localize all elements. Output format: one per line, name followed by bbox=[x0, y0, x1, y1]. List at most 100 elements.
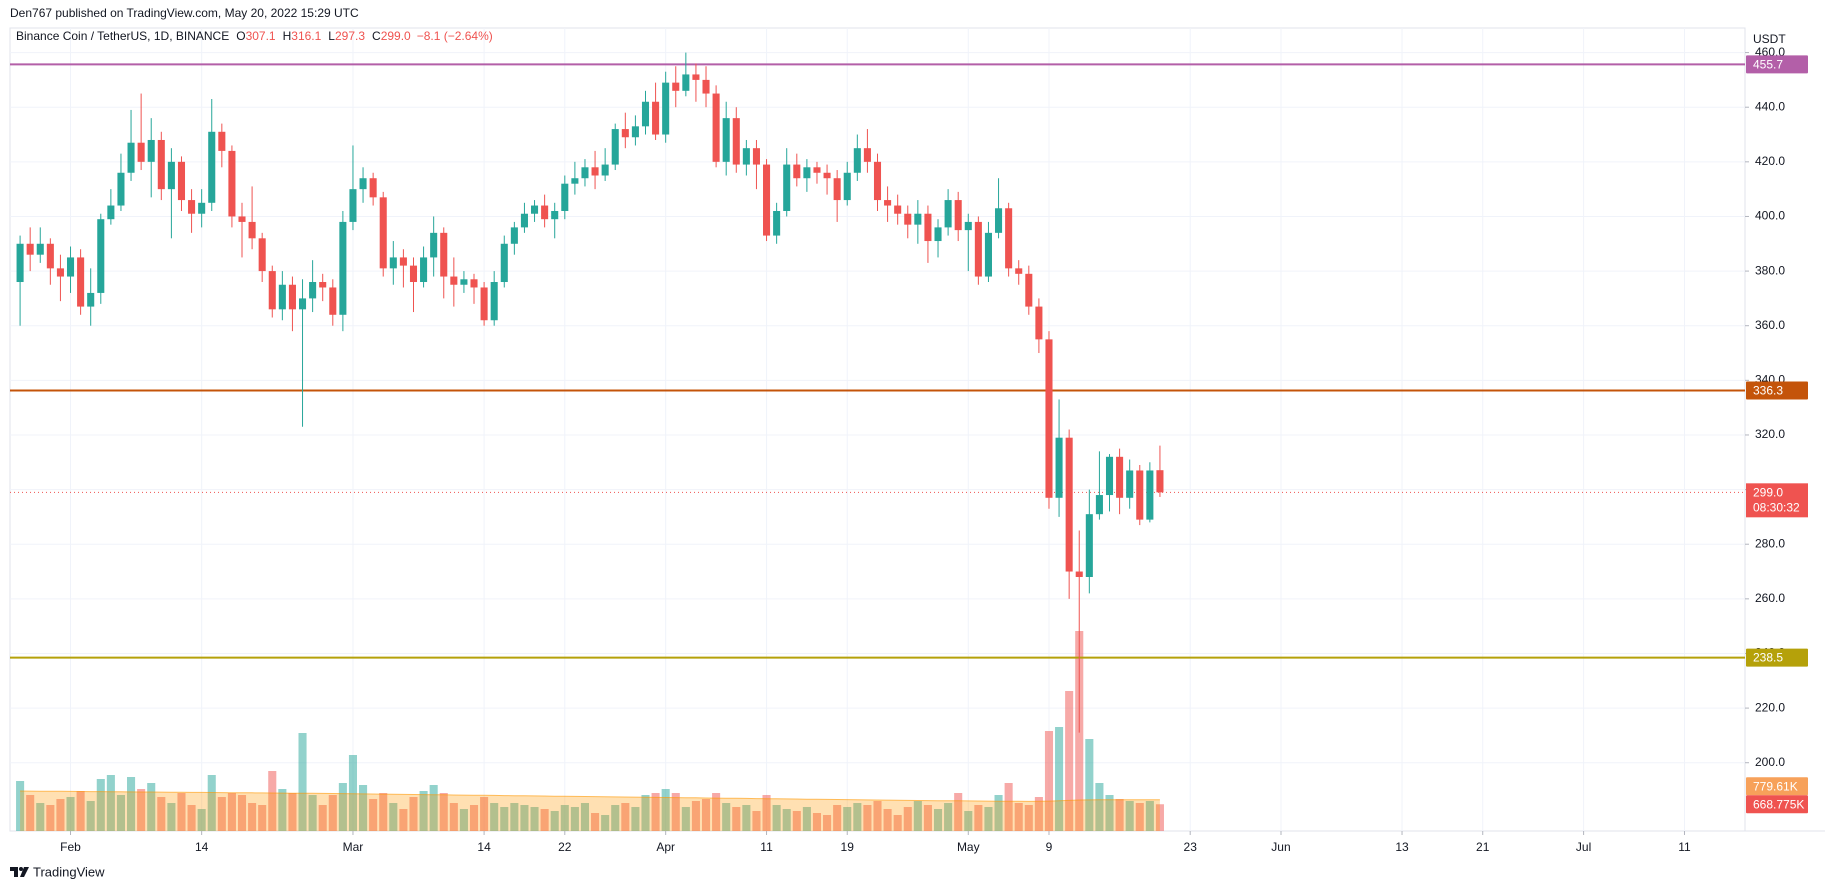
volume-bar bbox=[732, 807, 741, 831]
candle-body bbox=[157, 139, 165, 190]
volume-bar bbox=[964, 811, 973, 831]
candle-body bbox=[662, 82, 670, 135]
candle-body bbox=[551, 210, 559, 220]
volume-bar bbox=[540, 809, 549, 831]
candle-body bbox=[1146, 470, 1154, 520]
candle-body bbox=[409, 265, 418, 283]
candle-body bbox=[127, 142, 135, 173]
volume-bar bbox=[399, 809, 408, 831]
candle-body bbox=[954, 200, 962, 231]
candle-body bbox=[1105, 456, 1114, 496]
candle-body bbox=[712, 93, 720, 162]
volume-bar bbox=[974, 805, 983, 831]
candle-body bbox=[773, 210, 781, 236]
candle-body bbox=[682, 74, 690, 91]
volume-bar bbox=[1085, 739, 1094, 831]
candle-body bbox=[924, 213, 932, 242]
volume-bar bbox=[833, 805, 842, 831]
volume-bar bbox=[409, 797, 418, 831]
volume-bar bbox=[570, 807, 579, 831]
volume-bar bbox=[792, 811, 801, 831]
y-tick-label: 380.0 bbox=[1755, 263, 1785, 277]
volume-bar bbox=[26, 795, 35, 831]
volume-ma-line bbox=[20, 790, 1160, 802]
candle-body bbox=[500, 243, 508, 283]
x-tick-label: 14 bbox=[195, 840, 209, 854]
y-tick-label: 260.0 bbox=[1755, 591, 1785, 605]
volume-bar bbox=[641, 795, 650, 831]
candle-body bbox=[258, 238, 266, 272]
volume-bar bbox=[36, 803, 45, 831]
legend-key: O bbox=[236, 29, 245, 43]
volume-bar bbox=[429, 785, 438, 831]
volume-bar bbox=[510, 803, 519, 831]
legend-key: H bbox=[283, 29, 292, 43]
candle-body bbox=[177, 161, 186, 201]
candle-body bbox=[359, 178, 367, 190]
candle-body bbox=[763, 164, 771, 236]
volume-bar bbox=[873, 801, 882, 831]
volume-bar bbox=[96, 779, 105, 831]
candle-body bbox=[238, 216, 246, 222]
legend-value: 307.1 bbox=[246, 29, 276, 43]
x-tick-label: Feb bbox=[60, 840, 81, 854]
candle-body bbox=[631, 126, 639, 138]
candle-body bbox=[309, 282, 317, 299]
logo-shape bbox=[20, 867, 29, 877]
candle-body bbox=[339, 221, 347, 315]
volume-bar bbox=[177, 793, 186, 831]
volume-bar bbox=[459, 809, 468, 831]
y-tick-label: 280.0 bbox=[1755, 536, 1785, 550]
brand-name: TradingView bbox=[33, 864, 105, 879]
candle-body bbox=[591, 167, 599, 176]
candle-body bbox=[288, 284, 296, 310]
last-price-text: 299.0 bbox=[1753, 485, 1783, 499]
volume-bar bbox=[490, 803, 499, 831]
volume-bar bbox=[76, 791, 85, 831]
volume-bar bbox=[278, 789, 287, 831]
volume-bar bbox=[480, 797, 489, 831]
candle-body bbox=[46, 243, 54, 269]
brand-logo bbox=[10, 867, 29, 877]
candle-body bbox=[1156, 470, 1164, 493]
volume-bar bbox=[1044, 731, 1054, 831]
volume-bar bbox=[66, 797, 75, 831]
volume-bar bbox=[903, 807, 912, 831]
volume-bar bbox=[237, 795, 247, 831]
volume-bar bbox=[207, 775, 216, 831]
volume-bar bbox=[671, 793, 680, 831]
volume-bar bbox=[1055, 727, 1064, 831]
volume-bar bbox=[338, 783, 347, 831]
level-label-box bbox=[1746, 381, 1808, 400]
legend-value: 299.0 bbox=[381, 29, 411, 43]
level-label-text: 336.3 bbox=[1753, 384, 1783, 398]
candle-body bbox=[1085, 514, 1093, 577]
legend-key: L bbox=[328, 29, 335, 43]
volume-bar bbox=[984, 807, 993, 831]
candle-body bbox=[440, 232, 448, 277]
volume-bar bbox=[681, 807, 690, 831]
x-tick-label: 23 bbox=[1184, 840, 1198, 854]
volume-bar bbox=[106, 775, 115, 831]
last-price-box bbox=[1746, 483, 1808, 518]
volume-bar bbox=[520, 805, 529, 831]
volume-bar bbox=[187, 805, 196, 831]
symbol-legend: Binance Coin / TetherUS, 1D, BINANCE O307… bbox=[16, 29, 493, 43]
candle-body bbox=[621, 129, 629, 138]
logo-shape bbox=[10, 867, 18, 877]
legend-value: 297.3 bbox=[335, 29, 365, 43]
volume-bar bbox=[712, 793, 721, 831]
candle-body bbox=[833, 178, 841, 201]
candle-body bbox=[167, 161, 175, 190]
y-tick-label: 320.0 bbox=[1755, 427, 1785, 441]
volume-bar bbox=[359, 785, 368, 831]
legend-value: 316.1 bbox=[291, 29, 321, 43]
candle-body bbox=[329, 287, 337, 315]
candle-body bbox=[369, 178, 377, 198]
candle-body bbox=[117, 172, 125, 206]
x-tick-label: May bbox=[957, 840, 980, 854]
candle-body bbox=[97, 219, 105, 293]
candle-body bbox=[732, 118, 740, 165]
volume-bar bbox=[722, 803, 731, 831]
x-tick-label: 11 bbox=[760, 840, 773, 854]
